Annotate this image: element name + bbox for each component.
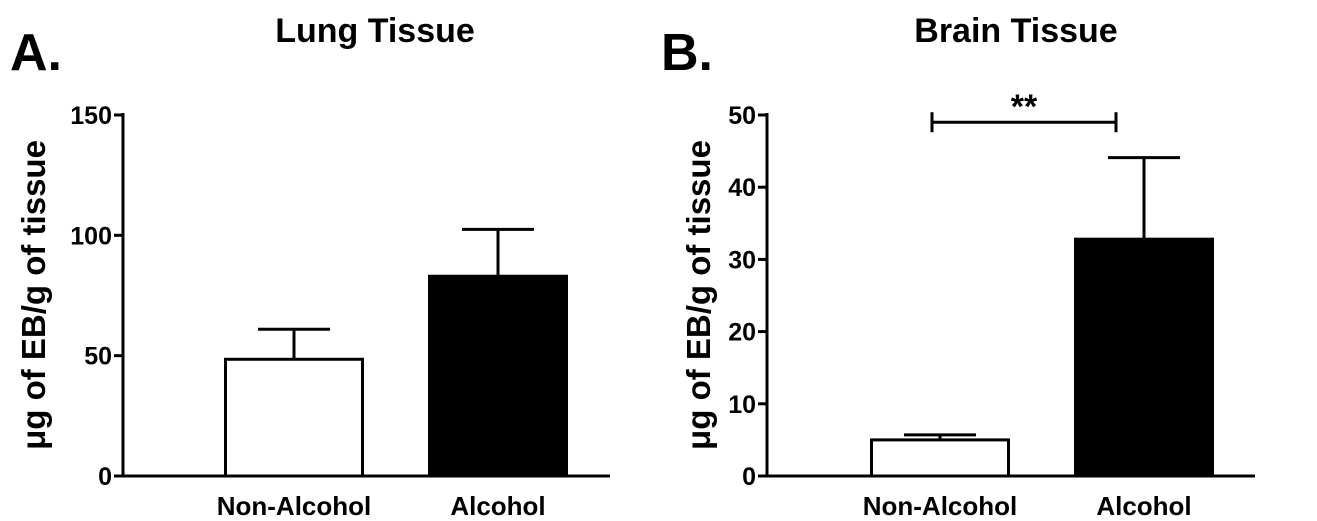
x-category-label: Non-Alcohol xyxy=(863,491,1018,521)
chart-title: Brain Tissue xyxy=(914,12,1117,50)
significance-label: ** xyxy=(1011,88,1038,126)
y-tick-label: 100 xyxy=(70,222,112,250)
y-tick-label: 50 xyxy=(728,102,756,130)
y-tick-label: 20 xyxy=(728,319,756,347)
x-category-label: Alcohol xyxy=(450,491,545,521)
bar-alcohol xyxy=(428,274,568,478)
y-tick-label: 30 xyxy=(728,246,756,274)
bar-non-alcohol xyxy=(224,357,364,478)
x-category-label: Alcohol xyxy=(1096,491,1191,521)
y-tick-label: 50 xyxy=(84,343,112,371)
y-tick-label: 0 xyxy=(742,463,756,491)
x-category-label: Non-Alcohol xyxy=(217,491,372,521)
chart-title: Lung Tissue xyxy=(275,12,475,50)
y-tick-label: 150 xyxy=(70,102,112,130)
y-tick-label: 0 xyxy=(98,463,112,491)
panel-label: A. xyxy=(10,24,62,82)
panel-label: B. xyxy=(661,24,713,82)
y-tick-label: 40 xyxy=(728,174,756,202)
y-axis-label: μg of EB/g of tissue xyxy=(680,140,717,450)
y-axis-label: μg of EB/g of tissue xyxy=(15,140,52,450)
bar-non-alcohol xyxy=(870,438,1010,478)
bar-alcohol xyxy=(1074,237,1214,478)
y-tick-label: 10 xyxy=(728,391,756,419)
